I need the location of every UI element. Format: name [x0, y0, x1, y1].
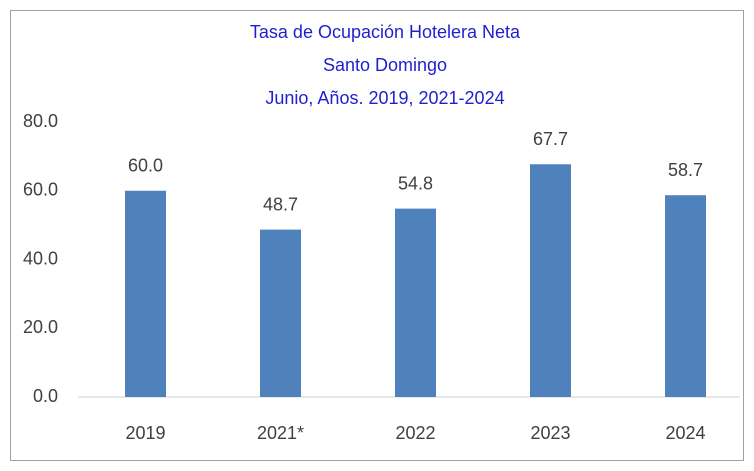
chart-title: Tasa de Ocupación Hotelera Neta — [250, 22, 521, 42]
bar — [260, 229, 301, 397]
data-label: 67.7 — [533, 129, 568, 149]
x-tick-label: 2023 — [530, 423, 570, 443]
y-tick-label: 80.0 — [23, 111, 58, 131]
y-tick-label: 60.0 — [23, 180, 58, 200]
chart-title: Junio, Años. 2019, 2021-2024 — [265, 88, 504, 108]
data-label: 54.8 — [398, 173, 433, 193]
y-tick-label: 40.0 — [23, 248, 58, 268]
data-label: 58.7 — [668, 160, 703, 180]
x-tick-label: 2022 — [395, 423, 435, 443]
y-tick-label: 20.0 — [23, 317, 58, 337]
x-tick-label: 2019 — [125, 423, 165, 443]
bar — [530, 164, 571, 397]
data-label: 60.0 — [128, 156, 163, 176]
chart-border — [10, 10, 744, 461]
bar — [125, 190, 166, 397]
y-tick-label: 0.0 — [33, 386, 58, 406]
bar — [395, 208, 436, 397]
bar — [665, 195, 706, 397]
x-tick-label: 2024 — [665, 423, 705, 443]
data-label: 48.7 — [263, 194, 298, 214]
chart-title: Santo Domingo — [323, 55, 447, 75]
x-tick-label: 2021* — [257, 423, 304, 443]
